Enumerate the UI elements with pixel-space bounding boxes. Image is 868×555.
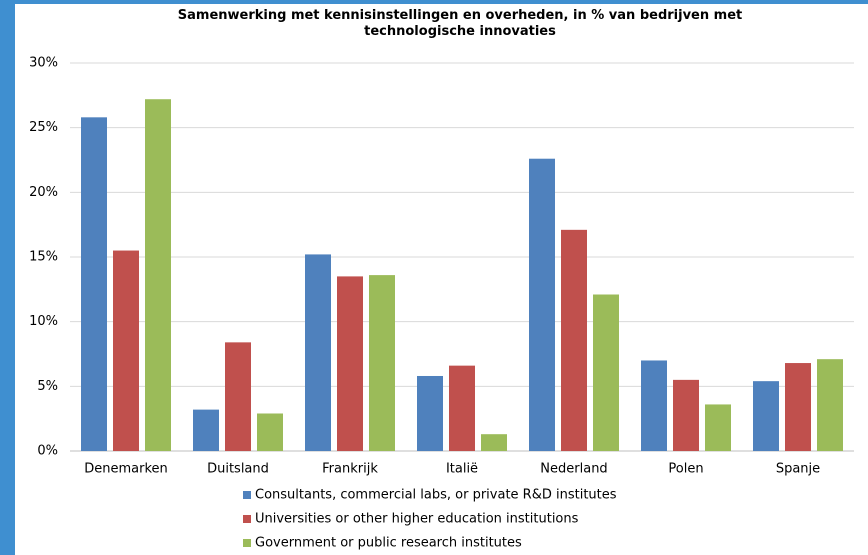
y-tick-label: 10%: [29, 314, 58, 329]
y-tick-label: 15%: [29, 250, 58, 265]
bar: [113, 250, 139, 451]
bar: [369, 275, 395, 451]
legend-label: Universities or other higher education i…: [255, 512, 579, 527]
bar: [561, 229, 587, 451]
bar: [257, 413, 283, 451]
bar: [449, 365, 475, 451]
bar: [193, 409, 219, 451]
bar: [673, 379, 699, 451]
bar: [817, 359, 843, 451]
x-tick-label: Polen: [668, 462, 703, 477]
legend-swatch: [243, 539, 251, 547]
bar: [305, 254, 331, 451]
legend-label: Government or public research institutes: [255, 536, 522, 551]
bar: [593, 294, 619, 451]
x-tick-label: Italië: [446, 462, 478, 477]
bar: [337, 276, 363, 451]
legend-label: Consultants, commercial labs, or private…: [255, 488, 617, 503]
y-tick-label: 20%: [29, 185, 58, 200]
bar: [529, 158, 555, 451]
legend-swatch: [243, 491, 251, 499]
chart-title: Samenwerking met kennisinstellingen en o…: [177, 8, 743, 39]
bar: [81, 117, 107, 451]
x-tick-label: Duitsland: [207, 462, 269, 477]
y-tick-label: 30%: [29, 56, 58, 71]
bar: [145, 99, 171, 452]
y-tick-label: 0%: [37, 444, 58, 459]
bar: [753, 381, 779, 451]
x-tick-label: Nederland: [540, 462, 607, 477]
x-tick-label: Denemarken: [84, 462, 168, 477]
bar: [481, 434, 507, 451]
bar: [641, 360, 667, 451]
bar: [417, 375, 443, 451]
bar: [225, 342, 251, 451]
y-tick-label: 25%: [29, 120, 58, 135]
bar: [785, 363, 811, 451]
x-tick-label: Frankrijk: [322, 462, 378, 477]
bar: [705, 404, 731, 451]
x-tick-label: Spanje: [776, 462, 820, 477]
legend-swatch: [243, 515, 251, 523]
y-tick-label: 5%: [37, 379, 58, 394]
